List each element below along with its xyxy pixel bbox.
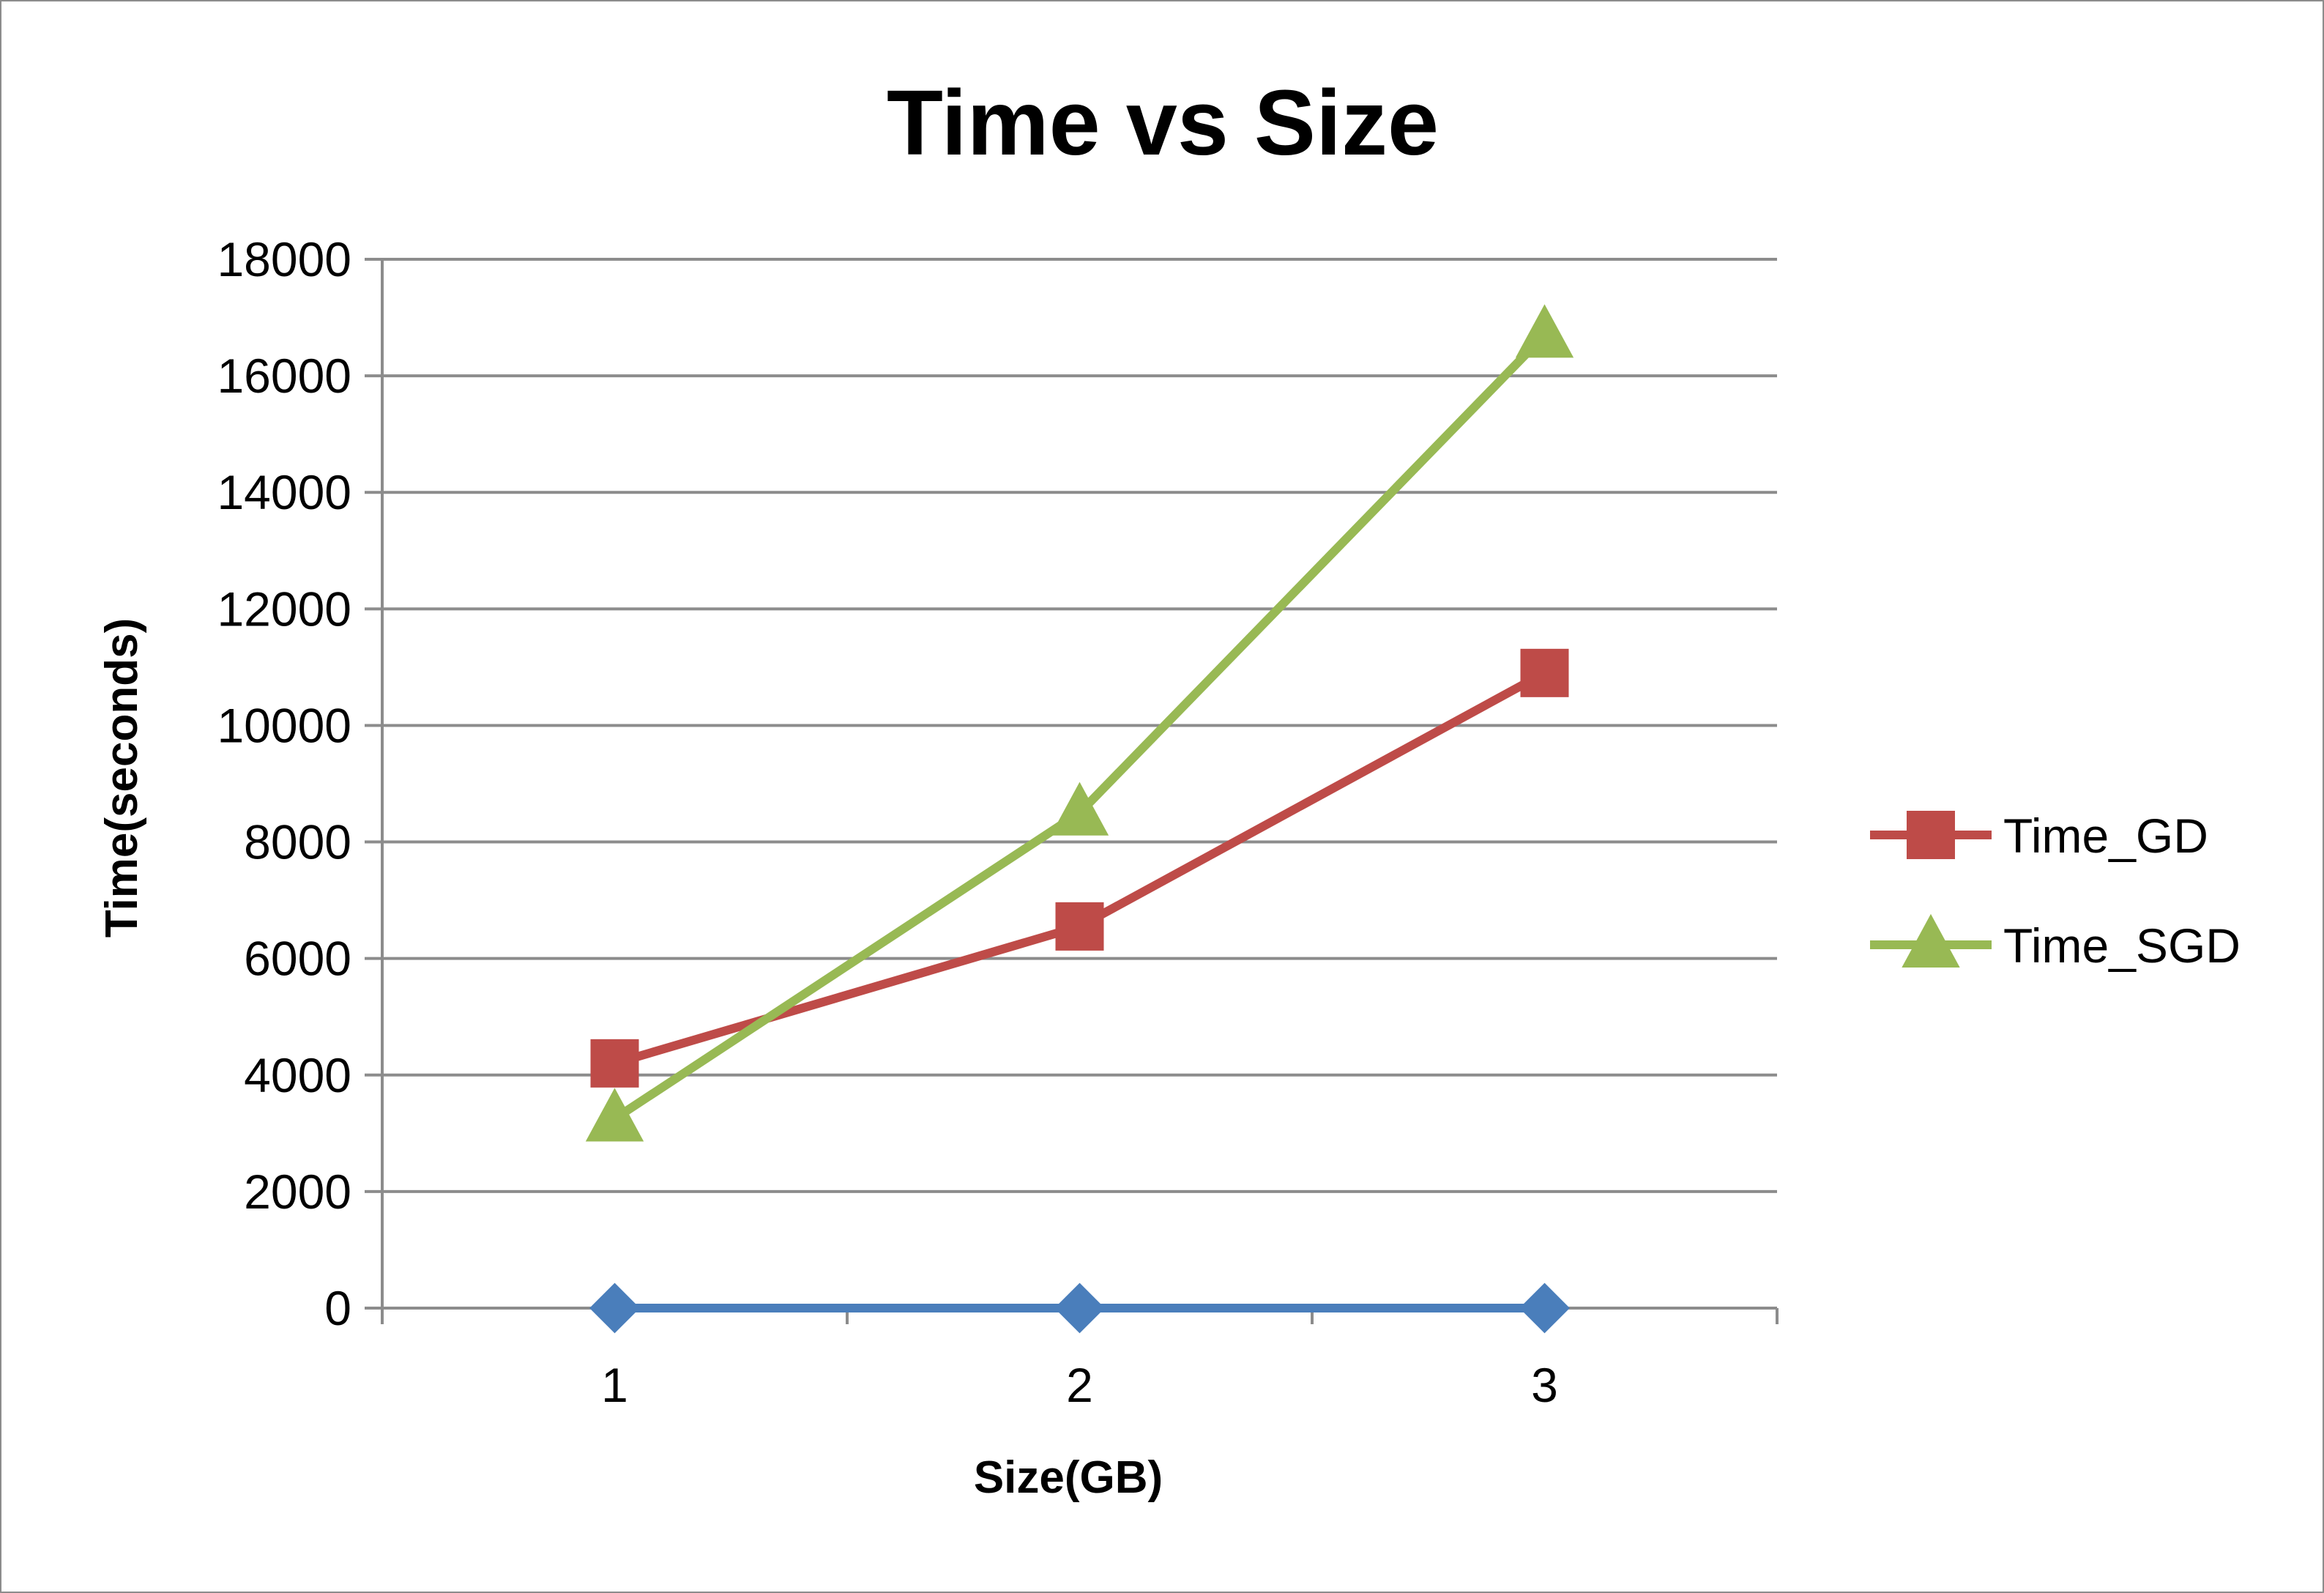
series-lines: [585, 304, 1574, 1334]
x-tick-labels: 1 2 3: [601, 1358, 1558, 1412]
data-point-series-1: [589, 1282, 640, 1334]
y-tick-label: 2000: [244, 1165, 351, 1219]
y-tick-label: 0: [324, 1281, 351, 1335]
data-point-time-sgd: [585, 1088, 644, 1142]
legend-label: Time_GD: [2003, 809, 2208, 863]
y-tick-label: 10000: [217, 698, 351, 752]
data-point-time-sgd: [1050, 781, 1109, 836]
legend: Time_GD Time_SGD: [1870, 809, 2241, 973]
y-tick-label: 14000: [217, 465, 351, 519]
y-tick-label: 12000: [217, 582, 351, 636]
y-tick-label: 16000: [217, 349, 351, 403]
series-time-gd: [590, 648, 1569, 1088]
data-point-time-gd: [1055, 902, 1104, 951]
y-tick-label: 6000: [244, 932, 351, 986]
series-time-sgd: [585, 304, 1574, 1142]
legend-marker: [1907, 811, 1955, 859]
x-tick-label: 1: [601, 1358, 628, 1412]
axes: [365, 258, 1779, 1324]
legend-marker: [1902, 913, 1960, 968]
x-tick-label: 3: [1531, 1358, 1558, 1412]
chart-title: Time vs Size: [887, 71, 1439, 174]
data-point-time-sgd: [1515, 304, 1574, 358]
y-tick-label: 18000: [217, 232, 351, 286]
y-tick-label: 4000: [244, 1048, 351, 1102]
data-point-time-gd: [1520, 648, 1569, 697]
y-tick-labels: 0 2000 4000 6000 8000 10000 12000 14000 16000 180…: [217, 232, 351, 1335]
y-axis-label: Time(seconds): [97, 618, 147, 937]
legend-item-time-sgd: Time_SGD: [1870, 913, 2241, 973]
x-tick-label: 2: [1066, 1358, 1093, 1412]
data-point-time-gd: [590, 1039, 639, 1088]
y-tick-label: 8000: [244, 815, 351, 869]
data-point-series-1: [1054, 1282, 1105, 1334]
x-axis-label: Size(GB): [974, 1452, 1163, 1503]
legend-item-time-gd: Time_GD: [1870, 809, 2208, 863]
data-point-series-1: [1519, 1282, 1570, 1334]
legend-label: Time_SGD: [2003, 918, 2241, 973]
series-line-time-gd: [613, 669, 1547, 1068]
series-series-1: [589, 1282, 1570, 1334]
